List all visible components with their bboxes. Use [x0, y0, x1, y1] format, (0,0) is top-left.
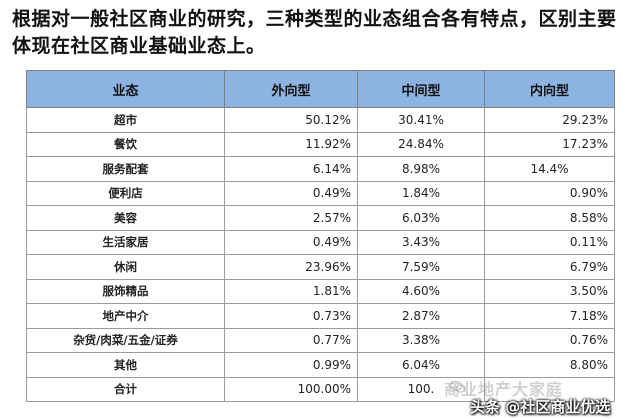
- page-heading: 根据对一般社区商业的研究，三种类型的业态组合各有特点，区别主要体现在社区商业基础…: [12, 8, 617, 57]
- cell-middle: 3.43%: [357, 229, 485, 255]
- header-middle: 中间型: [357, 70, 485, 108]
- cell-inward: 3.50%: [484, 278, 615, 304]
- row-name: 服务配套: [26, 156, 225, 182]
- cell-inward: [484, 376, 615, 402]
- cell-middle: 7.59%: [357, 254, 485, 280]
- row-name: 杂货/肉菜/五金/证券: [26, 327, 225, 353]
- header-inward: 内向型: [484, 70, 615, 108]
- table-row: 其他 0.99% 6.04% 8.80%: [26, 352, 615, 378]
- cell-inward: 6.79%: [484, 254, 615, 280]
- watermark-faint: 商业地产大家庭: [444, 380, 564, 399]
- cell-outward: 100.00%: [224, 376, 358, 402]
- cell-outward: 0.99%: [224, 352, 358, 378]
- row-name: 其他: [26, 352, 225, 378]
- cell-outward: 0.73%: [224, 303, 358, 329]
- table-row-total: 合计 100.00% 100.: [26, 376, 615, 402]
- cell-inward: 29.23%: [484, 107, 615, 133]
- cell-outward: 1.81%: [224, 278, 358, 304]
- cell-outward: 2.57%: [224, 205, 358, 231]
- row-name: 生活家居: [26, 229, 225, 255]
- cell-inward: 8.80%: [484, 352, 615, 378]
- cell-inward: 8.58%: [484, 205, 615, 231]
- table-row: 服务配套 6.14% 8.98% 14.4%: [26, 156, 615, 182]
- cell-middle: 1.84%: [357, 180, 485, 206]
- cell-inward: 0.90%: [484, 180, 615, 206]
- row-name: 便利店: [26, 180, 225, 206]
- cell-outward: 6.14%: [224, 156, 358, 182]
- cell-outward: 11.92%: [224, 131, 358, 157]
- cell-middle: 30.41%: [357, 107, 485, 133]
- row-name: 服饰精品: [26, 278, 225, 304]
- row-name: 合计: [26, 376, 225, 402]
- cell-inward: 14.4%: [484, 156, 615, 182]
- cell-inward: 0.76%: [484, 327, 615, 353]
- table-row: 服饰精品 1.81% 4.60% 3.50%: [26, 278, 615, 304]
- table-row: 超市 50.12% 30.41% 29.23%: [26, 107, 615, 133]
- cell-outward: 23.96%: [224, 254, 358, 280]
- cell-middle: 3.38%: [357, 327, 485, 353]
- cell-middle: 24.84%: [357, 131, 485, 157]
- row-name: 美容: [26, 205, 225, 231]
- cell-outward: 0.49%: [224, 229, 358, 255]
- table-row: 便利店 0.49% 1.84% 0.90%: [26, 180, 615, 206]
- table-row: 地产中介 0.73% 2.87% 7.18%: [26, 303, 615, 329]
- header-outward: 外向型: [224, 70, 358, 108]
- row-name: 餐饮: [26, 131, 225, 157]
- cell-middle: 4.60%: [357, 278, 485, 304]
- header-business-type: 业态: [26, 70, 225, 108]
- cell-inward: 7.18%: [484, 303, 615, 329]
- cell-middle: 6.04%: [357, 352, 485, 378]
- cell-middle: 6.03%: [357, 205, 485, 231]
- cell-outward: 0.49%: [224, 180, 358, 206]
- cell-middle: 2.87%: [357, 303, 485, 329]
- row-name: 地产中介: [26, 303, 225, 329]
- row-name: 休闲: [26, 254, 225, 280]
- wechat-icon: [450, 380, 466, 393]
- cell-outward: 50.12%: [224, 107, 358, 133]
- watermark-source: 头条 @社区商业优选: [470, 398, 611, 416]
- table-row: 餐饮 11.92% 24.84% 17.23%: [26, 131, 615, 157]
- cell-middle: 8.98%: [357, 156, 485, 182]
- cell-inward: 17.23%: [484, 131, 615, 157]
- table-row: 美容 2.57% 6.03% 8.58%: [26, 205, 615, 231]
- table-row: 休闲 23.96% 7.59% 6.79%: [26, 254, 615, 280]
- row-name: 超市: [26, 107, 225, 133]
- table-header-row: 业态 外向型 中间型 内向型: [26, 70, 615, 108]
- business-mix-table: 业态 外向型 中间型 内向型 超市 50.12% 30.41% 29.23% 餐…: [26, 70, 615, 402]
- table-row: 生活家居 0.49% 3.43% 0.11%: [26, 229, 615, 255]
- table-row: 杂货/肉菜/五金/证券 0.77% 3.38% 0.76%: [26, 327, 615, 353]
- cell-outward: 0.77%: [224, 327, 358, 353]
- cell-inward: 0.11%: [484, 229, 615, 255]
